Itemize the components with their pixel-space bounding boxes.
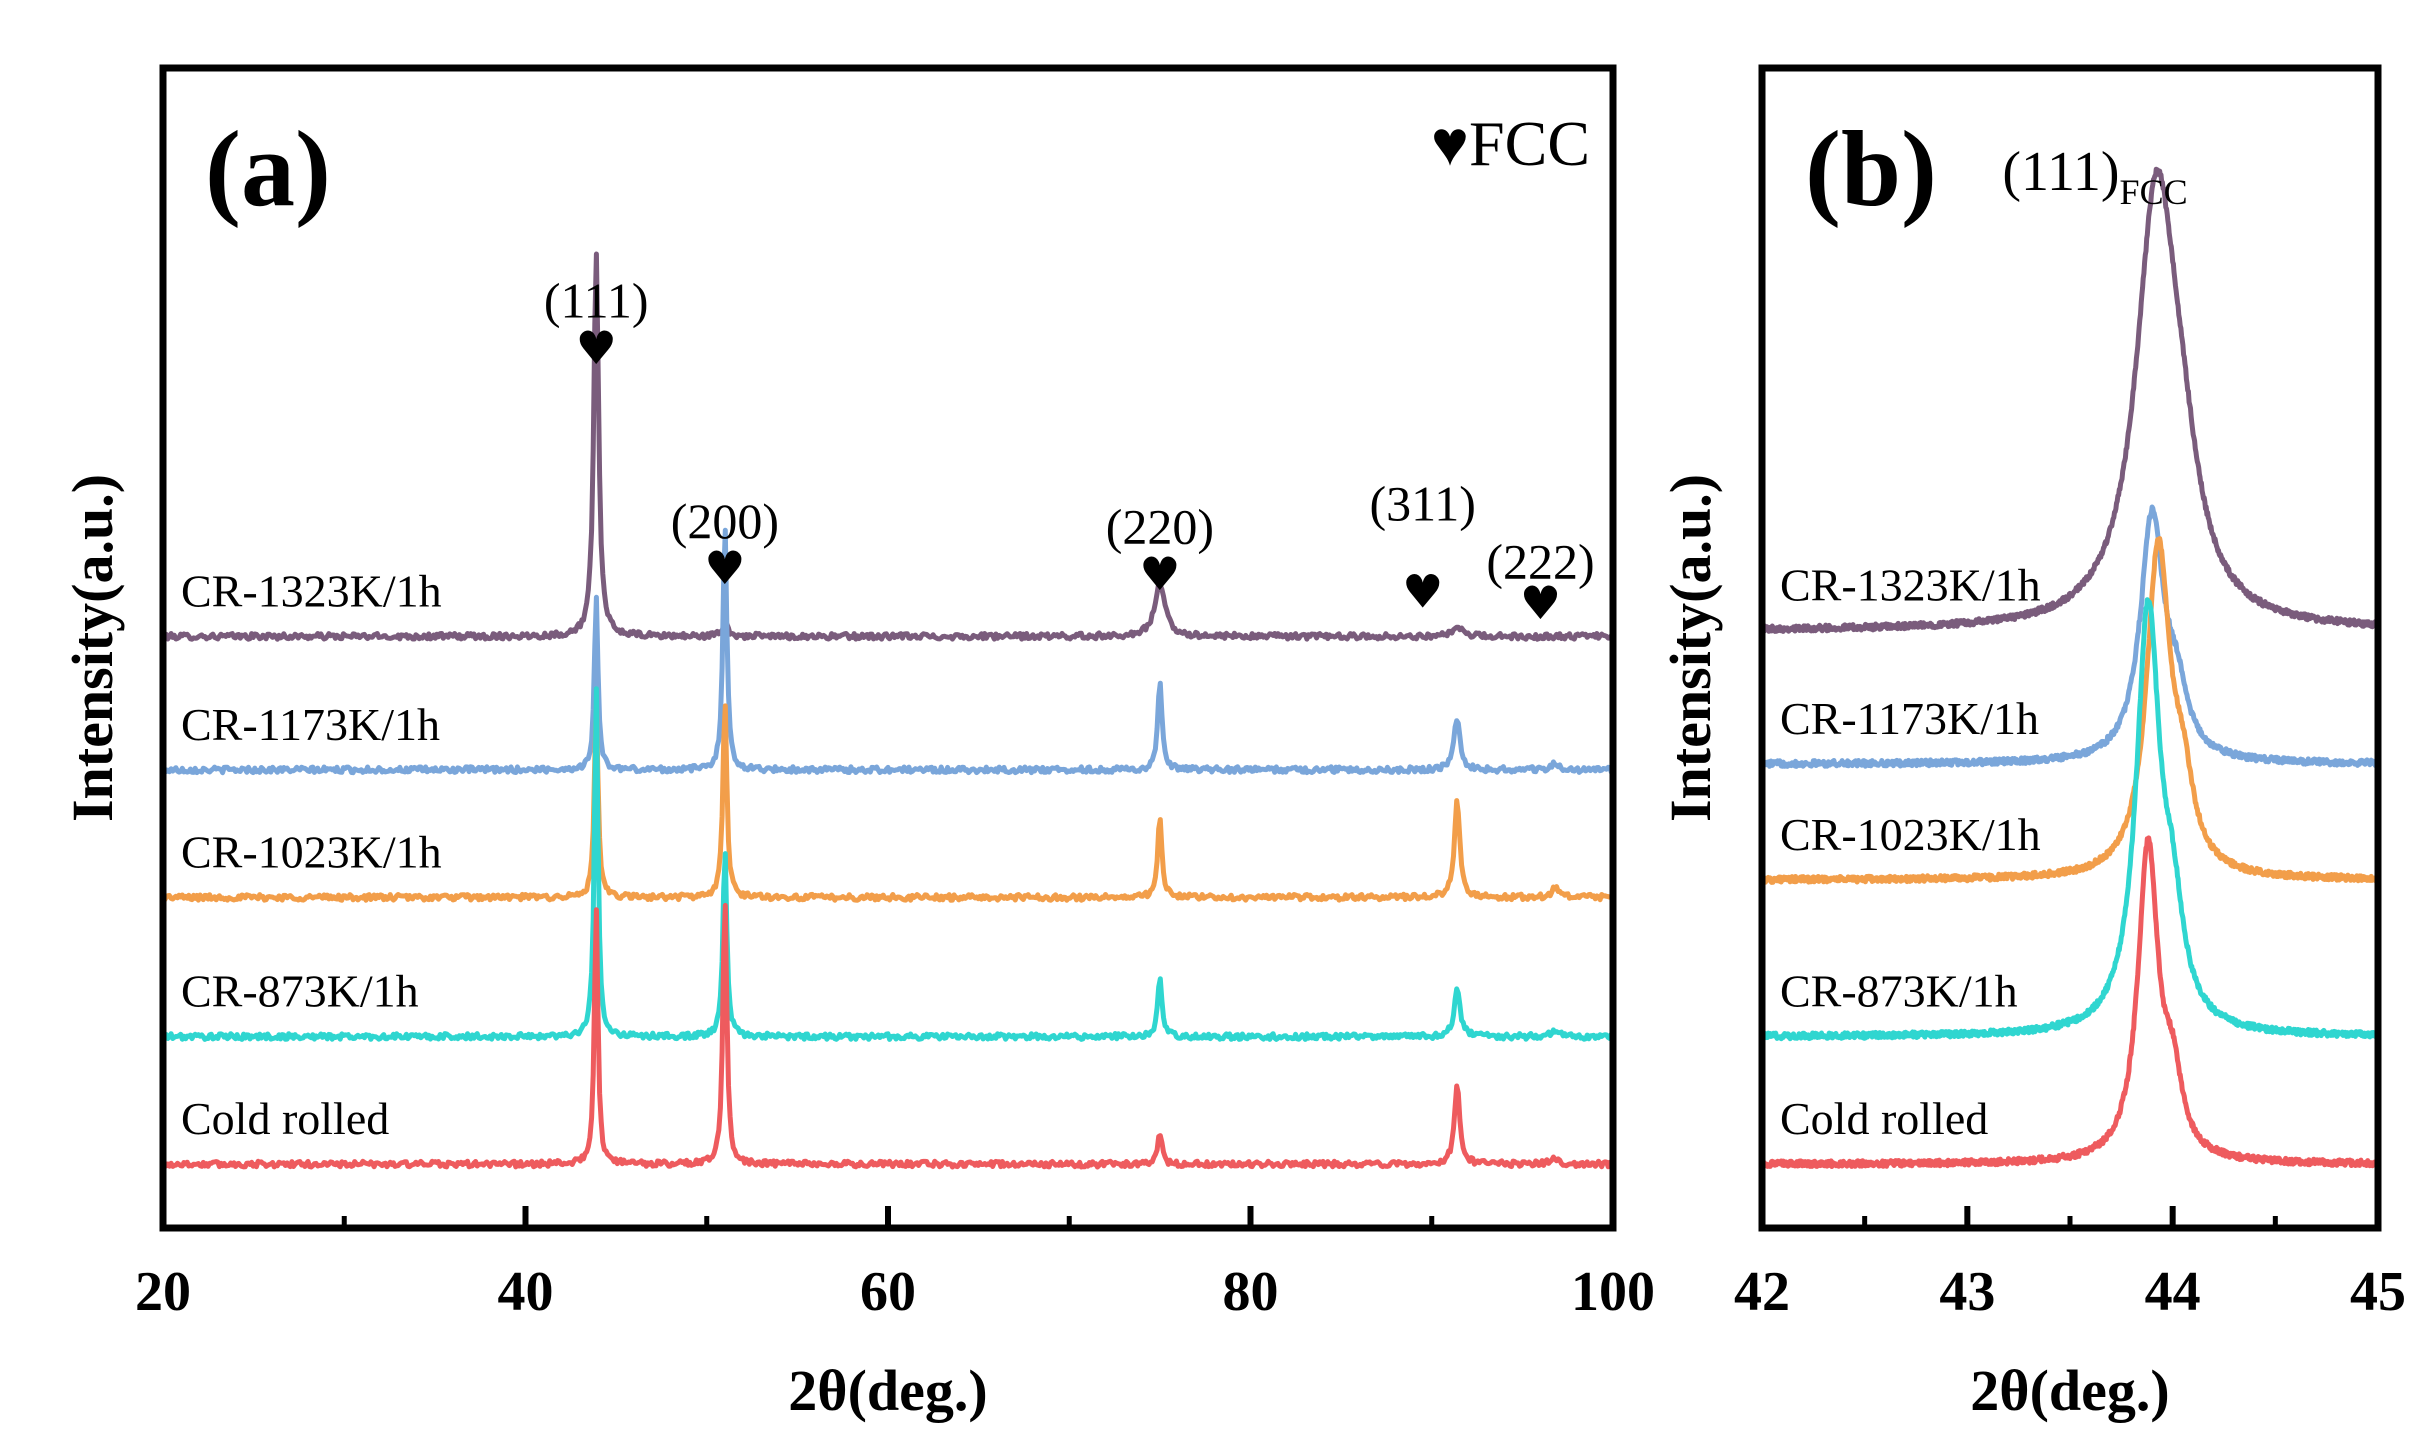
fcc-heart-marker: ♥ xyxy=(576,321,617,375)
panel-b: CR-1323K/1h CR-1173K/1h CR-1023K/1h CR-873K… xyxy=(1658,64,2406,1423)
panel-a-legend: ♥FCC xyxy=(1431,108,1590,179)
series-line-cr-1173k-1h xyxy=(162,527,1616,776)
series-line-cr-1173k-1h xyxy=(1759,504,2381,769)
panel-a-label: (a) xyxy=(205,110,331,229)
panel-b-peak-label: (111)FCC xyxy=(2002,141,2187,212)
x-tick-label: 42 xyxy=(1734,1261,1790,1323)
series-line-cr-1023k-1h xyxy=(160,700,1615,903)
series-line-cr-1323k-1h xyxy=(1760,166,2381,634)
series-label: CR-1173K/1h xyxy=(1780,693,2039,744)
panel-a-peak-labels: (111)♥(200)♥(220)♥(311)♥(222)♥ xyxy=(544,272,1595,630)
panel-a-frame xyxy=(159,64,1617,1232)
series-label: Cold rolled xyxy=(181,1093,389,1144)
peak-index-label: (311) xyxy=(1369,475,1475,531)
series-line-cr-1323k-1h xyxy=(161,251,1616,642)
series-line-cr-1023k-1h xyxy=(1759,536,2381,885)
panel-a-series: CR-1323K/1h CR-1173K/1h CR-1023K/1h CR-873K… xyxy=(160,251,1616,1170)
series-label: CR-1023K/1h xyxy=(1780,809,2041,860)
panel-b-peak-label-sub: FCC xyxy=(2120,172,2188,212)
panel-b-ticks: 42 43 44 45 xyxy=(1734,1206,2406,1323)
x-tick-label: 80 xyxy=(1223,1261,1279,1323)
fcc-heart-marker: ♥ xyxy=(1139,547,1180,601)
panel-a-y-axis-label: Intensity(a.u.) xyxy=(60,474,125,822)
panel-b-x-axis-label: 2θ(deg.) xyxy=(1970,1358,2169,1423)
peak-index-label: (222) xyxy=(1486,533,1594,589)
panel-a-x-axis-label: 2θ(deg.) xyxy=(788,1358,987,1423)
series-label: Cold rolled xyxy=(1780,1093,1988,1144)
panel-b-frame xyxy=(1758,64,2382,1232)
panel-b-series: CR-1323K/1h CR-1173K/1h CR-1023K/1h CR-873K… xyxy=(1759,166,2381,1169)
series-label: CR-1323K/1h xyxy=(181,565,442,616)
series-line-cold-rolled xyxy=(162,902,1615,1170)
panel-b-y-axis-label: Intensity(a.u.) xyxy=(1658,474,1723,822)
series-line-cold-rolled xyxy=(1759,835,2380,1169)
series-line-cr-873k-1h xyxy=(161,686,1615,1042)
series-label: CR-1173K/1h xyxy=(181,699,440,750)
x-tick-label: 20 xyxy=(135,1261,191,1323)
peak-index-label: (111) xyxy=(544,272,649,328)
fcc-heart-marker: ♥ xyxy=(1402,564,1443,618)
panel-a: CR-1323K/1h CR-1173K/1h CR-1023K/1h CR-873K… xyxy=(60,64,1655,1423)
peak-index-label: (200) xyxy=(671,493,779,549)
x-tick-label: 43 xyxy=(1939,1261,1995,1323)
panel-a-ticks: 20 40 60 80 100 xyxy=(135,1206,1655,1323)
series-label: CR-873K/1h xyxy=(1780,966,2018,1017)
x-tick-label: 44 xyxy=(2145,1261,2201,1323)
series-label: CR-1323K/1h xyxy=(1780,560,2041,611)
peak-index-label: (220) xyxy=(1106,499,1214,555)
fcc-heart-marker: ♥ xyxy=(704,541,745,595)
x-tick-label: 40 xyxy=(498,1261,554,1323)
panel-b-label: (b) xyxy=(1805,110,1937,229)
fcc-heart-marker: ♥ xyxy=(1520,576,1561,630)
series-line-cr-873k-1h xyxy=(1760,597,2381,1042)
x-tick-label: 45 xyxy=(2350,1261,2406,1323)
x-tick-label: 100 xyxy=(1571,1261,1655,1323)
series-label: CR-1023K/1h xyxy=(181,826,442,877)
x-tick-label: 60 xyxy=(860,1261,916,1323)
panel-b-peak-label-main: (111) xyxy=(2002,141,2119,203)
series-label: CR-873K/1h xyxy=(181,966,419,1017)
